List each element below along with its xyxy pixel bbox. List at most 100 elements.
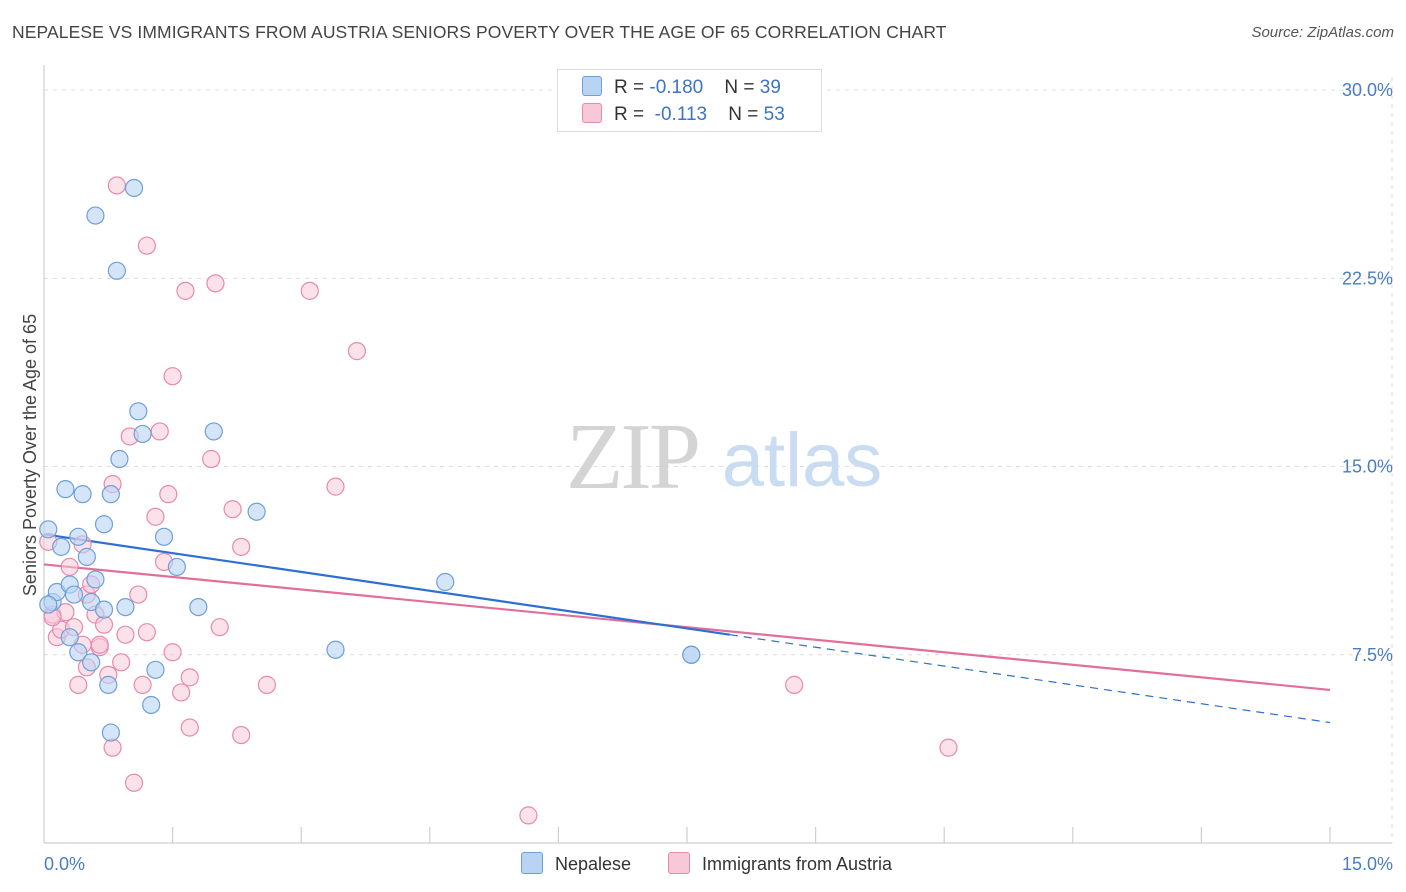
austria-point (90, 635, 109, 654)
austria-point (94, 615, 114, 634)
legend-row-nepalese: R = -0.180 N = 39 (582, 76, 781, 100)
austria-point (60, 557, 79, 577)
austria-point (210, 618, 229, 637)
austria-point (163, 643, 182, 662)
nepalese-point (133, 424, 152, 444)
austria-trend-line (43, 563, 1331, 692)
nepalese-point (39, 520, 58, 539)
legend: R = -0.180 N = 39 R = -0.113 N = 53 (557, 69, 822, 132)
austria-point (69, 675, 88, 694)
legend-r-value-austria: -0.113 (654, 104, 708, 125)
austria-point (785, 675, 804, 694)
austria-point (124, 773, 144, 792)
watermark-atlas: atlas (722, 418, 883, 503)
austria-point (232, 537, 251, 556)
nepalese-trend-line-extension (729, 634, 1331, 724)
source-label: Source: ZipAtlas.com (1251, 24, 1394, 41)
nepalese-point (116, 597, 135, 617)
bottom-legend-swatch-austria (668, 852, 690, 874)
nepalese-point (154, 527, 174, 546)
nepalese-point (124, 178, 144, 198)
bottom-legend-label-austria: Immigrants from Austria (702, 854, 893, 874)
nepalese-point (64, 585, 84, 604)
nepalese-point (60, 628, 79, 647)
bottom-legend-austria: Immigrants from Austria (668, 852, 892, 875)
nepalese-point (682, 645, 701, 664)
austria-point (159, 485, 178, 504)
austria-point (129, 585, 148, 604)
legend-r-value-nepalese: -0.180 (649, 77, 704, 98)
nepalese-point (94, 515, 114, 534)
nepalese-point (77, 547, 96, 566)
nepalese-point (86, 206, 105, 225)
nepalese-point (69, 527, 88, 546)
austria-point (176, 281, 195, 300)
nepalese-point (73, 485, 92, 504)
austria-point (223, 500, 242, 519)
austria-point (202, 449, 221, 469)
legend-n-label: N = (724, 77, 760, 98)
nepalese-point (39, 595, 58, 614)
chart-title: NEPALESE VS IMMIGRANTS FROM AUSTRIA SENI… (12, 22, 947, 42)
gridlines (44, 77, 1393, 843)
tick-labels: 7.5% 15.0% 22.5% 30.0% 0.0% 15.0% (44, 80, 1393, 874)
watermark: ZIP atlas (566, 405, 882, 509)
bottom-legend-label-nepalese: Nepalese (555, 854, 632, 874)
nepalese-point (247, 502, 266, 521)
austria-point (163, 367, 182, 386)
nepalese-point (107, 261, 126, 280)
y-tick-label: 22.5% (1342, 268, 1393, 288)
austria-point (137, 236, 156, 255)
nepalese-point (204, 422, 223, 441)
nepalese-point (94, 600, 114, 619)
legend-n-label: N = (728, 104, 764, 125)
austria-point (232, 725, 251, 745)
nepalese-point (82, 653, 101, 672)
austria-point (300, 281, 319, 300)
austria-point (180, 668, 199, 687)
legend-n-value-austria: 53 (763, 104, 785, 125)
austria-point (150, 422, 169, 441)
y-axis-label: Seniors Poverty Over the Age of 65 (20, 314, 40, 596)
austria-point (107, 176, 126, 195)
legend-swatch-austria (582, 103, 602, 123)
nepalese-point (86, 570, 105, 589)
legend-r-label: R = (614, 104, 650, 125)
austria-point (133, 675, 152, 694)
austria-point (347, 342, 367, 361)
x-tick-label: 0.0% (44, 854, 85, 874)
nepalese-point (101, 723, 120, 742)
y-tick-label: 7.5% (1352, 645, 1393, 665)
nepalese-points (39, 178, 701, 742)
legend-r-label: R = (614, 77, 650, 98)
nepalese-trend-line (43, 533, 731, 636)
nepalese-point (326, 640, 345, 659)
legend-n-value-nepalese: 39 (759, 77, 781, 98)
austria-point (180, 718, 199, 737)
legend-swatch-nepalese (582, 76, 602, 96)
axes (43, 65, 1392, 844)
y-tick-label: 15.0% (1342, 457, 1393, 477)
nepalese-point (101, 485, 120, 504)
nepalese-point (52, 537, 71, 556)
austria-point (112, 653, 131, 672)
watermark-zip: ZIP (566, 405, 698, 509)
austria-point (939, 738, 958, 757)
nepalese-point (110, 449, 129, 469)
x-tick-label: 15.0% (1342, 854, 1393, 874)
nepalese-point (142, 695, 161, 715)
austria-point (326, 477, 345, 496)
nepalese-point (436, 572, 455, 592)
nepalese-point (129, 402, 148, 421)
austria-points (39, 176, 958, 825)
austria-point (519, 806, 538, 825)
y-tick-label: 30.0% (1342, 80, 1393, 100)
austria-point (257, 675, 277, 694)
legend-row-austria: R = -0.113 N = 53 (582, 103, 785, 127)
trend-lines (43, 533, 1331, 724)
austria-point (172, 683, 191, 702)
nepalese-point (69, 643, 88, 662)
austria-point (137, 623, 156, 642)
bottom-legend-nepalese: Nepalese (521, 852, 631, 875)
